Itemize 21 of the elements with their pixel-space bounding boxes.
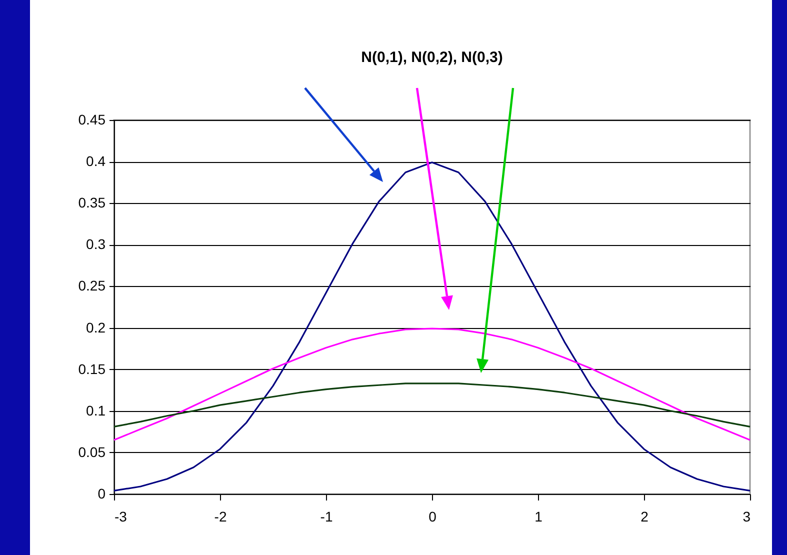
line-series <box>113 382 751 428</box>
y-tick-label: 0.25 <box>78 278 106 294</box>
y-tick-label: 0.15 <box>78 360 106 377</box>
y-tick-label: 0.1 <box>86 402 106 418</box>
x-tick-label: -2 <box>214 508 227 524</box>
x-tick-label: -1 <box>320 508 333 524</box>
y-tick-label: 0.2 <box>86 319 106 336</box>
x-tick-label: 2 <box>640 508 649 524</box>
y-tick-label: 0.3 <box>86 236 106 252</box>
x-tick-label: -3 <box>114 508 128 524</box>
y-tick-label: 0.05 <box>78 444 106 460</box>
y-tick-label: 0 <box>98 486 106 502</box>
chart-title: N(0,1), N(0,2), N(0,3) <box>361 49 503 66</box>
y-tick-label: 0.45 <box>78 112 106 128</box>
y-tick-label: 0.35 <box>78 194 106 211</box>
y-tick-label: 0.4 <box>86 153 106 170</box>
x-tick-label: 3 <box>742 508 751 524</box>
x-tick-label: 1 <box>534 508 543 524</box>
line-series <box>113 328 751 441</box>
line-series <box>113 162 751 492</box>
x-tick-label: 0 <box>428 508 437 524</box>
